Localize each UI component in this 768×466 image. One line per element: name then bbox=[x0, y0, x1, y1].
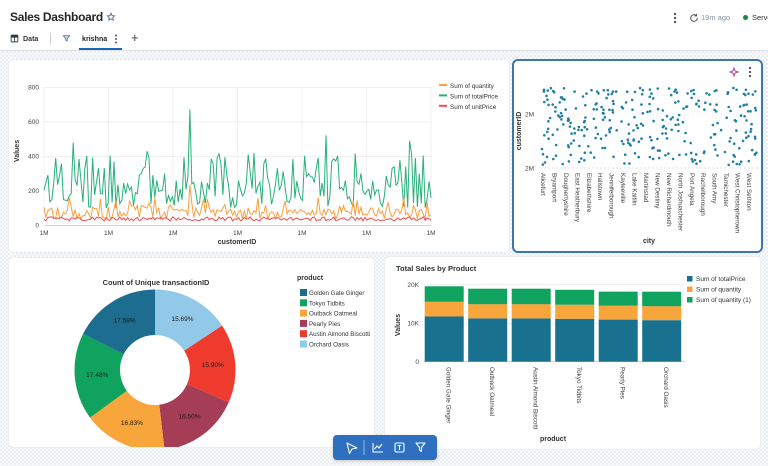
svg-text:Jenniferborough: Jenniferborough bbox=[608, 173, 615, 219]
svg-text:1M: 1M bbox=[168, 230, 177, 237]
svg-text:Tokyo Tidbits: Tokyo Tidbits bbox=[309, 300, 345, 307]
svg-text:Martinstad: Martinstad bbox=[642, 173, 649, 203]
svg-text:Orchard Oasis: Orchard Oasis bbox=[309, 342, 349, 349]
svg-text:Sum of totalPrice: Sum of totalPrice bbox=[450, 93, 498, 100]
svg-text:customerID: customerID bbox=[218, 239, 257, 246]
svg-text:16.83%: 16.83% bbox=[121, 420, 143, 427]
svg-text:17.58%: 17.58% bbox=[114, 318, 136, 325]
svg-text:1M: 1M bbox=[233, 230, 242, 237]
svg-text:product: product bbox=[540, 436, 567, 443]
svg-text:16.50%: 16.50% bbox=[178, 414, 200, 421]
svg-text:1M: 1M bbox=[297, 230, 306, 237]
svg-text:product: product bbox=[297, 275, 324, 282]
svg-text:Pearly Pies: Pearly Pies bbox=[309, 321, 340, 328]
svg-text:20K: 20K bbox=[407, 282, 419, 289]
svg-text:Pearly Pies: Pearly Pies bbox=[619, 367, 626, 399]
svg-text:Values: Values bbox=[395, 314, 402, 336]
svg-text:Outback Oatmeal: Outback Oatmeal bbox=[309, 311, 357, 318]
svg-text:Austin Almond Biscotti: Austin Almond Biscotti bbox=[309, 331, 370, 338]
svg-text:0: 0 bbox=[35, 223, 39, 230]
svg-text:15.69%: 15.69% bbox=[171, 316, 193, 323]
svg-text:West Sethton: West Sethton bbox=[745, 173, 752, 211]
svg-text:400: 400 bbox=[28, 154, 39, 161]
svg-text:1M: 1M bbox=[426, 230, 435, 237]
svg-text:Bryantport: Bryantport bbox=[550, 173, 557, 202]
svg-text:Values: Values bbox=[14, 140, 21, 162]
svg-text:17.48%: 17.48% bbox=[86, 372, 108, 379]
svg-text:Tokyo Tidbits: Tokyo Tidbits bbox=[575, 367, 582, 403]
svg-text:Golden Gate Ginger: Golden Gate Ginger bbox=[309, 290, 364, 297]
svg-text:1M: 1M bbox=[39, 230, 48, 237]
svg-text:New Richardmouth: New Richardmouth bbox=[665, 173, 672, 227]
svg-text:2M: 2M bbox=[525, 166, 534, 173]
svg-text:city: city bbox=[643, 238, 655, 245]
svg-text:Sum of quantity (1): Sum of quantity (1) bbox=[696, 297, 751, 304]
svg-text:Lake Kaitlin: Lake Kaitlin bbox=[631, 173, 638, 206]
svg-text:customerID: customerID bbox=[516, 112, 523, 151]
svg-text:East Heatherbury: East Heatherbury bbox=[573, 173, 580, 223]
svg-text:Sum of quantity: Sum of quantity bbox=[450, 83, 495, 90]
svg-text:New Destiny: New Destiny bbox=[653, 173, 660, 209]
svg-text:Sum of quantity: Sum of quantity bbox=[696, 287, 742, 294]
svg-text:800: 800 bbox=[28, 85, 39, 92]
svg-text:Golden Gate Ginger: Golden Gate Ginger bbox=[445, 367, 452, 423]
svg-text:Port Angela: Port Angela bbox=[688, 173, 695, 206]
svg-text:Tamichester: Tamichester bbox=[722, 173, 729, 207]
svg-text:Orchard Oasis: Orchard Oasis bbox=[662, 367, 669, 408]
svg-text:Outback Oatmeal: Outback Oatmeal bbox=[488, 367, 495, 416]
svg-text:200: 200 bbox=[28, 188, 39, 195]
svg-text:Alicefurt: Alicefurt bbox=[539, 173, 546, 196]
svg-text:Hallstown: Hallstown bbox=[596, 173, 603, 201]
svg-text:Elizabethshire: Elizabethshire bbox=[585, 173, 592, 213]
svg-text:1M: 1M bbox=[362, 230, 371, 237]
svg-text:Kayleeville: Kayleeville bbox=[619, 173, 626, 204]
svg-text:0: 0 bbox=[415, 359, 419, 366]
svg-text:Doughertyshire: Doughertyshire bbox=[562, 173, 569, 216]
svg-text:Count of Unique transactionID: Count of Unique transactionID bbox=[103, 278, 210, 287]
svg-text:Sum of totalPrice: Sum of totalPrice bbox=[696, 276, 746, 283]
svg-text:Sum of unitPrice: Sum of unitPrice bbox=[450, 104, 497, 111]
svg-text:North Joshuachester: North Joshuachester bbox=[676, 173, 683, 231]
svg-text:10K: 10K bbox=[407, 321, 419, 328]
svg-text:Total Sales by Product: Total Sales by Product bbox=[396, 264, 477, 273]
svg-text:Austin Almond Biscotti: Austin Almond Biscotti bbox=[532, 367, 539, 429]
svg-text:South Amy: South Amy bbox=[711, 173, 718, 204]
svg-text:Rachelborough: Rachelborough bbox=[699, 173, 706, 216]
svg-text:15.90%: 15.90% bbox=[202, 362, 224, 369]
svg-text:West Christopherown: West Christopherown bbox=[734, 173, 741, 234]
svg-text:2M: 2M bbox=[525, 112, 534, 119]
svg-text:600: 600 bbox=[28, 119, 39, 126]
svg-text:1M: 1M bbox=[104, 230, 113, 237]
